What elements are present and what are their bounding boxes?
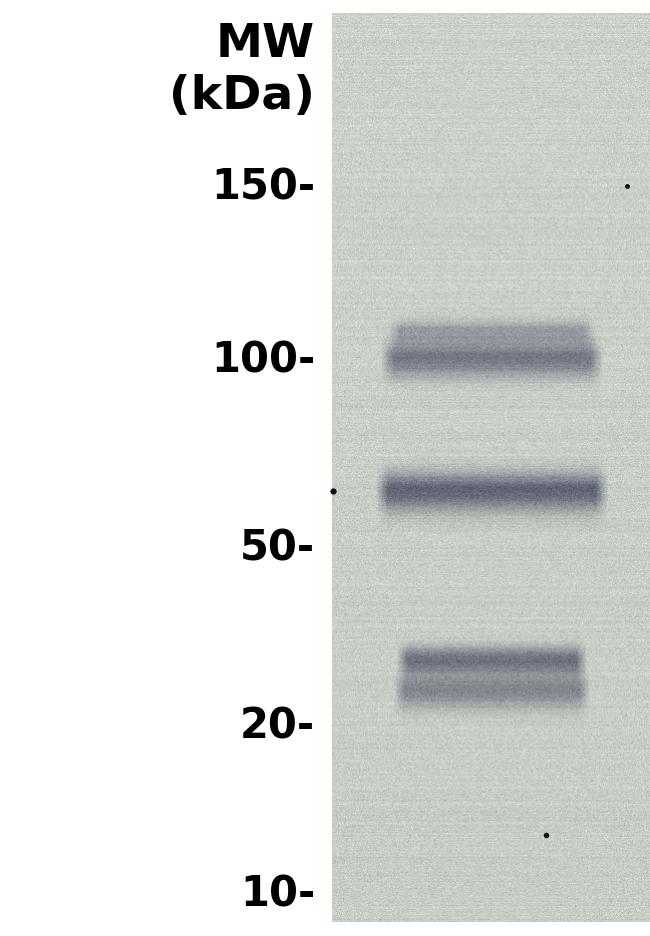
Text: 10-: 10- <box>240 873 315 914</box>
Text: 50-: 50- <box>240 527 315 568</box>
Text: 20-: 20- <box>240 705 315 746</box>
Text: 150-: 150- <box>211 167 315 208</box>
Text: MW
(kDa): MW (kDa) <box>170 22 315 119</box>
Text: 100-: 100- <box>211 340 315 381</box>
